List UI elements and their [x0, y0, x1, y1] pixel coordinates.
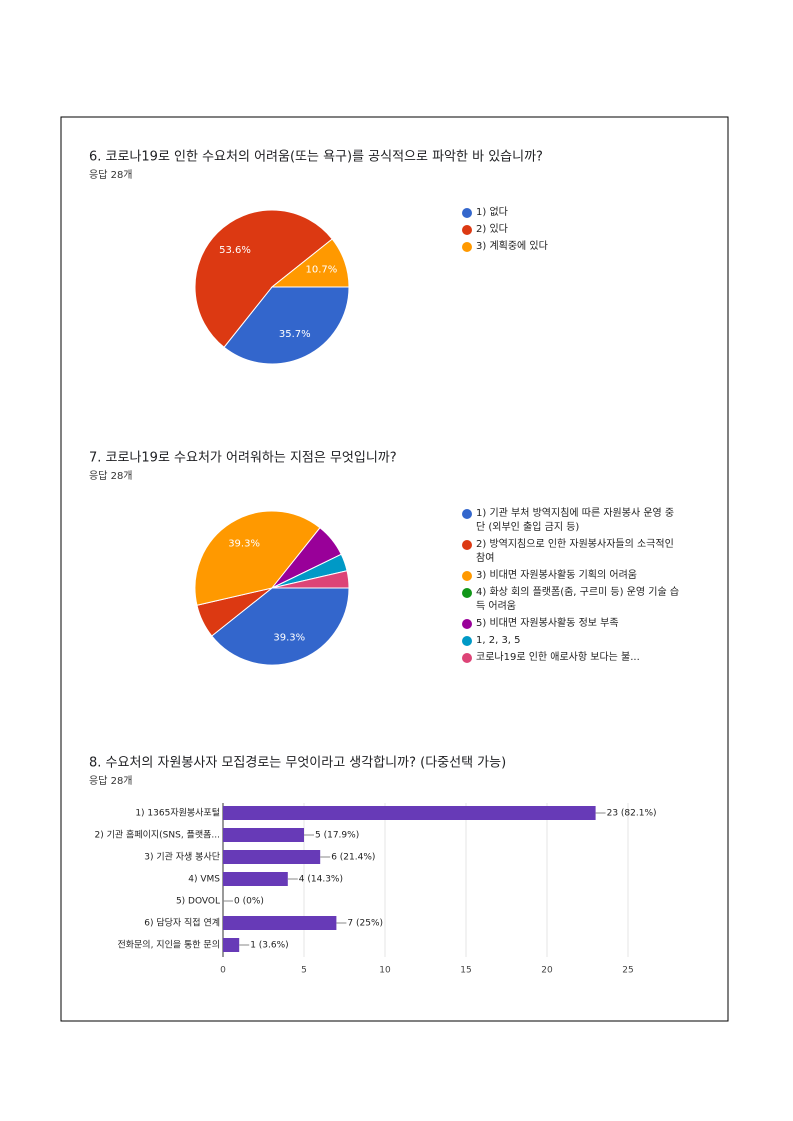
- x-tick-label: 20: [541, 966, 553, 976]
- chart-subtitle: 응답 28개: [89, 169, 133, 181]
- value-label: 5 (17.9%): [315, 831, 359, 841]
- legend-entry: 2) 있다: [462, 223, 681, 237]
- x-tick-label: 0: [220, 966, 226, 976]
- legend-label: 5) 비대면 자원봉사활동 정보 부족: [476, 618, 619, 629]
- value-label: 7 (25%): [347, 919, 383, 929]
- category-label: 2) 기관 홈페이지(SNS, 플랫폼...: [95, 829, 220, 841]
- legend-entry: 3) 비대면 자원봉사활동 기획의 어려움: [462, 569, 681, 583]
- chart-title: 8. 수요처의 자원봉사자 모집경로는 무엇이라고 생각합니까? (다중선택 가…: [89, 756, 506, 771]
- legend-entry: 5) 비대면 자원봉사활동 정보 부족: [462, 617, 681, 631]
- legend-entry: 3) 계획중에 있다: [462, 240, 681, 254]
- legend-entry: 2) 방역지침으로 인한 자원봉사자들의 소극적인 참여: [462, 538, 681, 566]
- category-label: 6) 담당자 직접 연계: [144, 917, 220, 929]
- legend-label: 코로나19로 인한 애로사항 보다는 불...: [476, 652, 640, 663]
- value-label: 4 (14.3%): [299, 875, 343, 885]
- value-label: 6 (21.4%): [331, 853, 375, 863]
- legend-label: 2) 방역지침으로 인한 자원봉사자들의 소극적인 참여: [476, 539, 674, 564]
- value-label: 1 (3.6%): [250, 941, 288, 951]
- value-label: 23 (82.1%): [607, 809, 657, 819]
- legend-label: 3) 비대면 자원봉사활동 기획의 어려움: [476, 570, 637, 581]
- pie-slice: [270, 238, 350, 288]
- slice-label: 10.7%: [306, 265, 338, 276]
- legend-swatch: [462, 653, 472, 663]
- legend-label: 1) 기관 부처 방역지침에 따른 자원봉사 운영 중단 (외부인 출입 금지 …: [476, 508, 675, 533]
- pie-slice: [271, 570, 350, 589]
- slice-label: 53.6%: [219, 245, 251, 256]
- legend-swatch: [462, 619, 472, 629]
- legend-swatch: [462, 588, 472, 598]
- bar: [223, 872, 288, 886]
- x-tick-label: 25: [622, 966, 633, 976]
- category-label: 전화문의, 지인을 통한 문의: [117, 940, 220, 951]
- legend-label: 3) 계획중에 있다: [476, 241, 548, 252]
- legend-swatch: [462, 636, 472, 646]
- legend-label: 2) 있다: [476, 224, 508, 235]
- category-label: 1) 1365자원봉사포털: [135, 807, 220, 819]
- legend-entry: 1, 2, 3, 5: [462, 634, 681, 648]
- x-tick-label: 10: [379, 966, 391, 976]
- bar: [223, 806, 596, 820]
- chart-title: 6. 코로나19로 인한 수요처의 어려움(또는 욕구)를 공식적으로 파악한 …: [89, 150, 543, 165]
- pie-slice: [194, 209, 333, 348]
- legend-entry: 4) 화상 회의 플랫폼(줌, 구르미 등) 운영 기술 습득 어려움: [462, 586, 681, 614]
- bar: [223, 850, 321, 864]
- value-label: 0 (0%): [234, 897, 264, 907]
- legend-label: 1) 없다: [476, 207, 508, 218]
- bar: [223, 828, 304, 842]
- legend-swatch: [462, 540, 472, 550]
- category-label: 4) VMS: [188, 875, 220, 885]
- category-label: 5) DOVOL: [176, 897, 220, 907]
- legend-swatch: [462, 208, 472, 218]
- chart-subtitle: 응답 28개: [89, 470, 133, 482]
- pie-slice: [211, 587, 350, 666]
- legend-entry: 1) 없다: [462, 206, 681, 220]
- pie-slice: [194, 510, 321, 606]
- bar: [223, 938, 240, 952]
- pie-slice: [223, 286, 350, 365]
- legend-entry: 1) 기관 부처 방역지침에 따른 자원봉사 운영 중단 (외부인 출입 금지 …: [462, 507, 681, 535]
- slice-label: 35.7%: [279, 329, 311, 340]
- legend-swatch: [462, 571, 472, 581]
- slice-label: 39.3%: [228, 539, 260, 550]
- legend-label: 4) 화상 회의 플랫폼(줌, 구르미 등) 운영 기술 습득 어려움: [476, 587, 680, 612]
- x-tick-label: 15: [460, 966, 471, 976]
- slice-label: 39.3%: [273, 632, 305, 643]
- legend-swatch: [462, 225, 472, 235]
- chart-subtitle: 응답 28개: [89, 775, 133, 787]
- legend-swatch: [462, 242, 472, 252]
- frame: [60, 116, 729, 1022]
- legend-swatch: [462, 509, 472, 519]
- legend-label: 1, 2, 3, 5: [476, 635, 521, 646]
- chart-title: 7. 코로나19로 수요처가 어려워하는 지점은 무엇입니까?: [89, 451, 397, 466]
- bar: [223, 916, 337, 930]
- category-label: 3) 기관 자생 봉사단: [144, 852, 220, 863]
- x-tick-label: 5: [301, 966, 307, 976]
- legend-entry: 코로나19로 인한 애로사항 보다는 불...: [462, 651, 681, 665]
